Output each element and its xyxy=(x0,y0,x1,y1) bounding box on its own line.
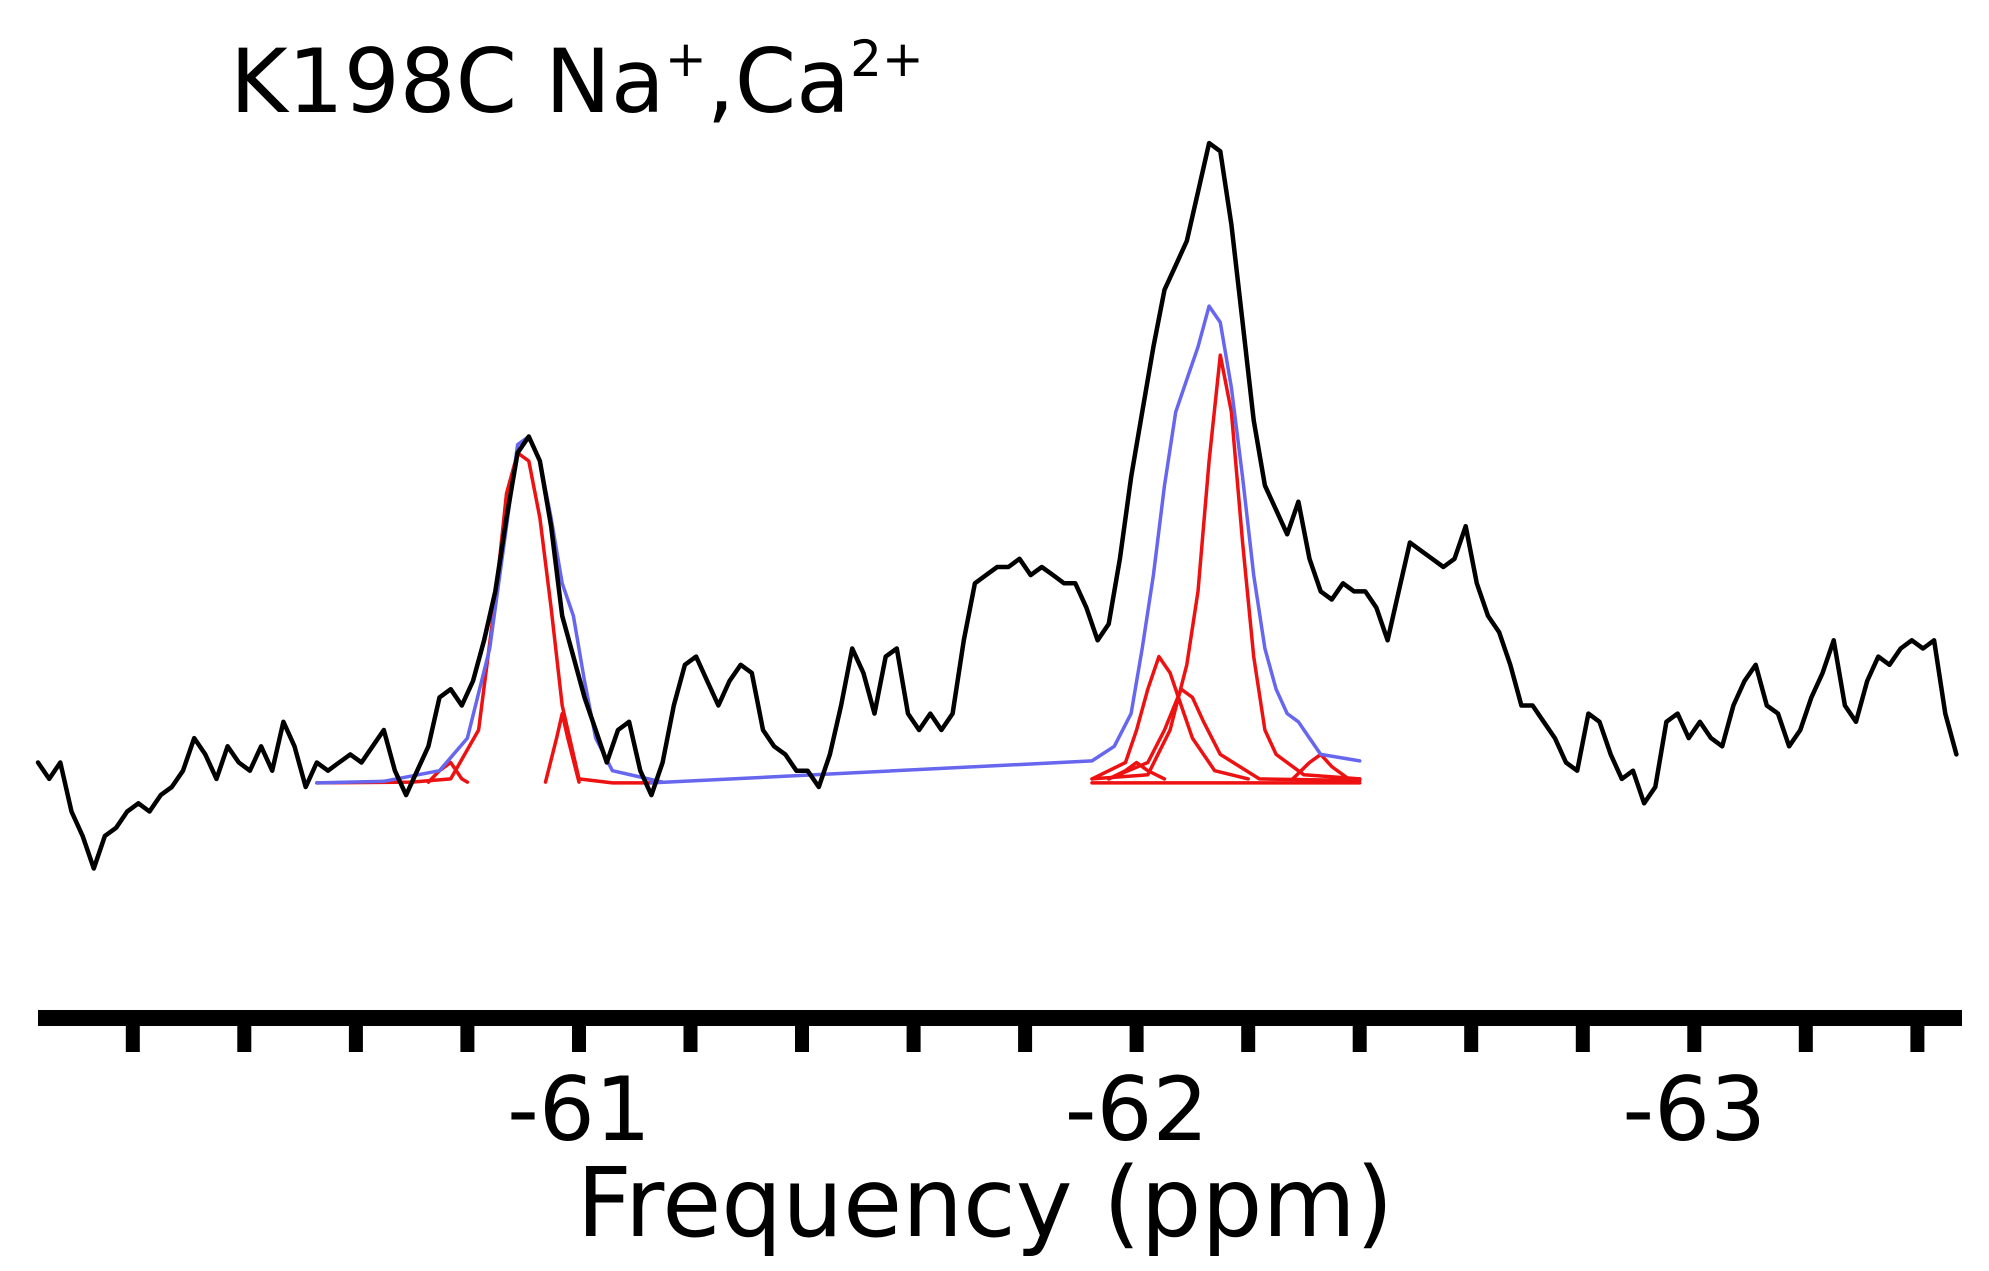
chart-title: K198C Na+,Ca2+ xyxy=(230,30,924,133)
series-fit-component-6 xyxy=(1090,654,1250,781)
series-fit-component-8 xyxy=(1106,760,1167,781)
title-sup-1: + xyxy=(664,30,707,88)
x-tick-mark xyxy=(1798,1018,1813,1052)
series-fit-component-3 xyxy=(426,760,470,784)
x-tick-mark xyxy=(237,1018,252,1052)
x-tick-mark xyxy=(1129,1018,1144,1052)
series-fit-sum-1 xyxy=(315,304,1362,785)
x-tick-mark xyxy=(1464,1018,1479,1052)
x-tick-mark xyxy=(460,1018,475,1052)
title-sep: ,Ca xyxy=(706,30,851,133)
series-fit-component-5 xyxy=(1090,353,1362,781)
x-tick-mark xyxy=(348,1018,363,1052)
x-tick-label: -63 xyxy=(1622,1058,1766,1161)
x-tick-label: -62 xyxy=(1065,1058,1209,1161)
title-sup-2: 2+ xyxy=(850,30,924,88)
x-tick-mark xyxy=(1910,1018,1925,1052)
x-tick-mark xyxy=(795,1018,809,1052)
x-axis-ticks: -61 -62 -63 xyxy=(125,1018,1925,1161)
series-fit-component-7 xyxy=(1106,687,1362,783)
series-fit-component-9 xyxy=(1291,752,1362,781)
title-main: K198C Na xyxy=(230,30,665,133)
series-spectrum-0 xyxy=(35,140,1959,871)
x-tick-mark xyxy=(125,1018,140,1052)
x-tick-mark xyxy=(572,1018,586,1052)
series-fit-component-4 xyxy=(543,711,581,784)
series-fit-component-2 xyxy=(315,451,654,785)
x-tick-mark xyxy=(906,1018,921,1052)
x-tick-label: -61 xyxy=(507,1058,651,1161)
x-tick-mark xyxy=(1241,1018,1256,1052)
x-tick-mark xyxy=(1575,1018,1590,1052)
x-axis-title: Frequency (ppm) xyxy=(577,1147,1394,1259)
x-tick-mark xyxy=(1018,1018,1033,1052)
x-tick-mark xyxy=(683,1018,698,1052)
x-tick-mark xyxy=(1687,1018,1702,1052)
series-layer xyxy=(35,140,1959,871)
x-tick-mark xyxy=(1352,1018,1367,1052)
